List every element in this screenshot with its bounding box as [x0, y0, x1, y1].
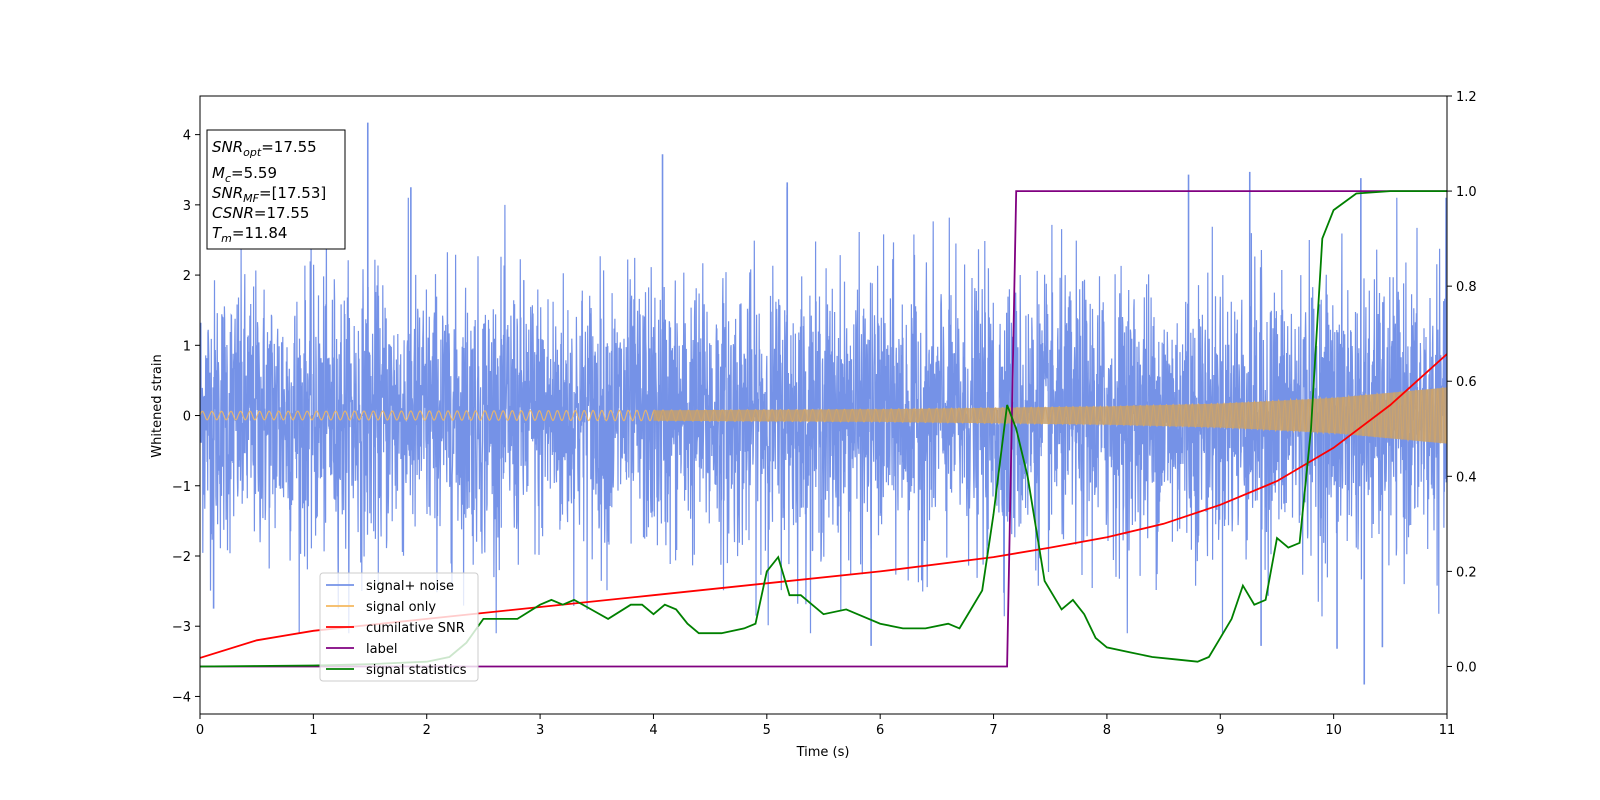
- x-tick-label: 10: [1325, 723, 1342, 738]
- legend-entry-label: signal+ noise: [366, 579, 454, 594]
- info-box-line: SNRMF=[17.53]: [212, 184, 326, 205]
- y-tick-label: 1: [183, 339, 191, 354]
- series-signal-statistics: [200, 190, 1447, 668]
- y-tick-label: −4: [172, 690, 191, 705]
- info-label: CSNR: [212, 204, 254, 222]
- legend-frame: [319, 572, 479, 682]
- y2-tick-label: 1.0: [1456, 185, 1477, 200]
- x-axis: 0 1 2 3 4 5 6 7 8 9 10 11: [196, 714, 1455, 738]
- info-box-line: SNRopt=17.55: [212, 138, 317, 159]
- info-value: =11.84: [232, 224, 288, 242]
- y-axis-right: 0.0 0.2 0.4 0.6 0.8 1.0 1.2: [1447, 90, 1477, 675]
- info-subscript: m: [221, 232, 232, 245]
- y2-tick-label: 1.2: [1456, 90, 1477, 105]
- info-box-line: Mc=5.59: [212, 164, 277, 185]
- info-value: =[17.53]: [259, 184, 326, 202]
- series-layer: [200, 122, 1447, 685]
- y2-tick-label: 0.2: [1456, 565, 1477, 580]
- y-axis-left: −4 −3 −2 −1 0 1 2 3 4: [172, 129, 200, 705]
- y-tick-label: −2: [172, 550, 191, 565]
- legend: signal+ noise signal only cumilative SNR la…: [319, 572, 479, 682]
- info-value: =17.55: [254, 204, 310, 222]
- series-label: [200, 190, 1447, 668]
- y-tick-label: −3: [172, 620, 191, 635]
- info-subscript: opt: [243, 146, 262, 159]
- legend-entry-label: signal statistics: [366, 663, 467, 678]
- legend-entry-label: label: [366, 642, 397, 657]
- x-tick-label: 6: [876, 723, 884, 738]
- legend-entry-label: cumilative SNR: [366, 621, 465, 636]
- x-axis-label: Time (s): [796, 745, 850, 760]
- signal-only-envelope: [653, 387, 1447, 444]
- x-tick-label: 1: [309, 723, 317, 738]
- info-subscript: MF: [243, 192, 259, 205]
- y2-tick-label: 0.4: [1456, 470, 1477, 485]
- y-tick-label: 2: [183, 269, 191, 284]
- x-tick-label: 0: [196, 723, 204, 738]
- info-box-line: CSNR=17.55: [212, 204, 309, 222]
- x-tick-label: 11: [1439, 723, 1456, 738]
- y2-tick-label: 0.6: [1456, 375, 1477, 390]
- info-box-frame: [206, 129, 346, 250]
- y-tick-label: 3: [183, 199, 191, 214]
- x-tick-label: 5: [763, 723, 771, 738]
- info-value: =17.55: [261, 138, 317, 156]
- legend-entry-label: signal only: [366, 600, 436, 615]
- info-value: =5.59: [231, 164, 277, 182]
- x-tick-label: 7: [989, 723, 997, 738]
- info-box: SNRopt=17.55Mc=5.59SNRMF=[17.53]CSNR=17.…: [206, 129, 346, 250]
- y2-tick-label: 0.0: [1456, 660, 1477, 675]
- plot-frame: [199, 95, 1448, 715]
- x-tick-label: 8: [1103, 723, 1111, 738]
- info-label: T: [212, 224, 223, 242]
- info-subscript: c: [225, 172, 231, 185]
- y-tick-label: 0: [183, 410, 191, 425]
- info-label: M: [212, 164, 225, 182]
- x-tick-label: 2: [423, 723, 431, 738]
- info-label: SNR: [212, 184, 243, 202]
- y-axis-label: Whitened strain: [150, 354, 165, 457]
- x-tick-label: 9: [1216, 723, 1224, 738]
- info-label: SNR: [212, 138, 243, 156]
- y2-tick-label: 0.8: [1456, 280, 1477, 295]
- info-box-line: Tm=11.84: [212, 224, 287, 245]
- x-tick-label: 4: [649, 723, 657, 738]
- y-tick-label: −1: [172, 480, 191, 495]
- x-tick-label: 3: [536, 723, 544, 738]
- y-tick-label: 4: [183, 129, 191, 144]
